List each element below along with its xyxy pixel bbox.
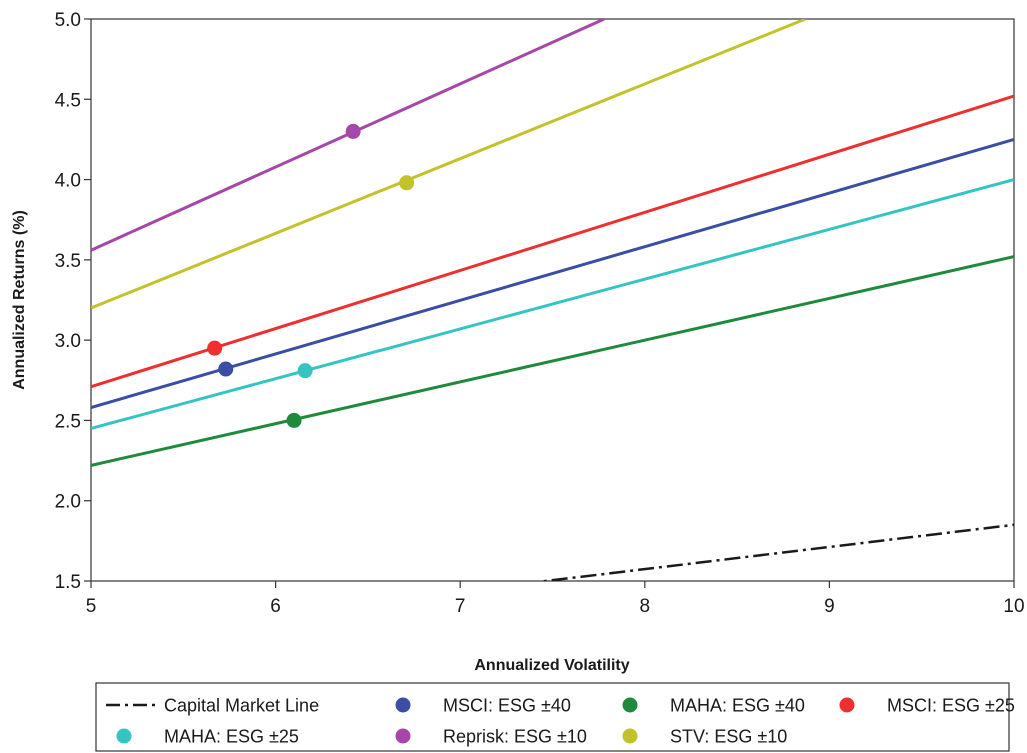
series-marker-msci-esg-25 <box>207 340 223 356</box>
legend-label: MSCI: ESG ±40 <box>443 696 571 716</box>
legend-label: MAHA: ESG ±40 <box>670 696 805 716</box>
legend-swatch <box>622 697 638 713</box>
series-marker-msci-esg-40 <box>218 361 234 377</box>
legend-label: STV: ESG ±10 <box>670 727 787 747</box>
series-line-maha-esg-40 <box>91 255 1014 467</box>
legend-label: MSCI: ESG ±25 <box>887 696 1015 716</box>
series-line-capital-market-line <box>535 523 1014 581</box>
x-axis-title: Annualized Volatility <box>474 657 629 674</box>
y-tick-label: 3.5 <box>55 251 81 272</box>
legend-swatch <box>395 697 411 713</box>
series-line-msci-esg-40 <box>91 137 1014 410</box>
series-line-maha-esg-25 <box>91 178 1014 430</box>
legend-swatch <box>622 728 638 744</box>
y-tick-label: 3.0 <box>55 331 81 352</box>
y-axis-ticks: 1.5 2.0 2.5 3.0 3.5 4.0 4.5 5.0 <box>55 10 91 593</box>
series-marker-maha-esg-25 <box>297 363 313 379</box>
legend-label: Reprisk: ESG ±10 <box>443 727 587 747</box>
y-tick-label: 2.5 <box>55 411 81 432</box>
legend: Capital Market Line MSCI: ESG ±40 MAHA: ES… <box>95 682 1015 752</box>
series-markers <box>207 123 415 428</box>
x-tick-label: 7 <box>455 596 466 617</box>
x-tick-label: 5 <box>86 596 97 617</box>
series-marker-reprisk-esg-10 <box>345 123 361 139</box>
series-lines <box>91 19 1014 581</box>
legend-box <box>95 682 1010 752</box>
y-tick-label: 2.0 <box>55 492 81 513</box>
series-line-msci-esg-25 <box>91 94 1014 389</box>
series-marker-stv-esg-10 <box>399 175 415 191</box>
series-line-stv-esg-10 <box>91 19 806 310</box>
y-tick-label: 5.0 <box>55 10 81 31</box>
x-tick-label: 6 <box>270 596 281 617</box>
x-tick-label: 10 <box>1003 596 1024 617</box>
x-tick-label: 8 <box>640 596 651 617</box>
legend-swatch <box>839 697 855 713</box>
plot-area <box>90 18 1015 582</box>
x-tick-label: 9 <box>824 596 835 617</box>
legend-label: MAHA: ESG ±25 <box>164 727 299 747</box>
legend-swatch <box>395 728 411 744</box>
y-tick-label: 4.5 <box>55 90 81 111</box>
y-axis-title: Annualized Returns (%) <box>11 210 28 390</box>
y-tick-label: 1.5 <box>55 572 81 593</box>
y-tick-label: 4.0 <box>55 171 81 192</box>
series-marker-maha-esg-40 <box>286 412 302 428</box>
legend-swatch <box>116 728 132 744</box>
legend-label: Capital Market Line <box>164 696 319 716</box>
x-axis-ticks: 5 6 7 8 9 10 <box>86 581 1025 617</box>
